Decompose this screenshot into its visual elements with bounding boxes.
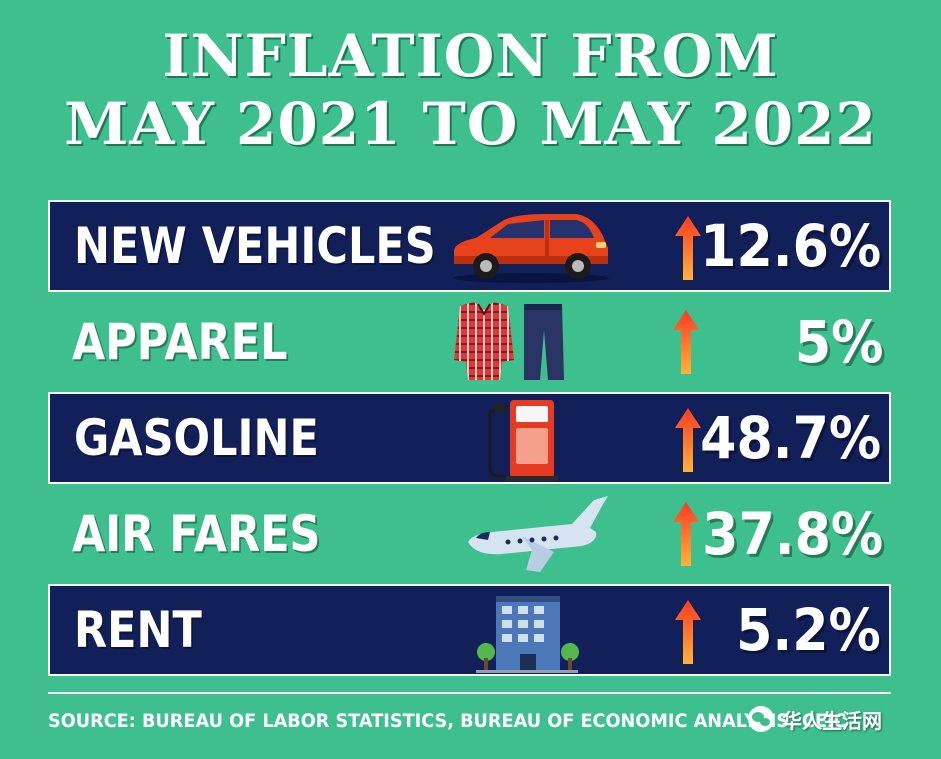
row-label: NEW VEHICLES <box>74 217 436 275</box>
row-label: GASOLINE <box>74 409 319 467</box>
row-rent: RENT 5.2% <box>48 584 891 676</box>
row-label: APPAREL <box>72 313 288 371</box>
row-value: 5.2% <box>736 596 881 664</box>
row-gasoline: GASOLINE 48.7% <box>48 392 891 484</box>
row-label: RENT <box>74 601 202 659</box>
source-text: SOURCE: BUREAU OF LABOR STATISTICS, BURE… <box>48 710 848 732</box>
title-line-2: MAY 2021 TO MAY 2022 <box>64 90 877 158</box>
up-arrow-icon <box>673 502 699 566</box>
row-label: AIR FARES <box>72 505 321 563</box>
row-new-vehicles: NEW VEHICLES 12.6% <box>48 200 891 292</box>
building-icon <box>476 596 579 673</box>
up-arrow-icon <box>673 310 699 374</box>
up-arrow-icon <box>675 216 701 280</box>
airplane-icon <box>468 496 608 572</box>
row-apparel: APPAREL 5% <box>48 296 891 388</box>
up-arrow-icon <box>675 600 701 664</box>
row-value: 37.8% <box>701 500 883 568</box>
watermark-text: 华人生活网 <box>782 708 882 733</box>
row-air-fares: AIR FARES 37.8% <box>48 488 891 580</box>
row-value: 48.7% <box>699 404 881 472</box>
footer-divider <box>48 692 891 694</box>
row-value: 12.6% <box>699 212 881 280</box>
gas-pump-icon <box>488 400 558 481</box>
chart-title: INFLATION FROM MAY 2021 TO MAY 2022 <box>0 22 941 158</box>
row-value: 5% <box>794 308 883 376</box>
watermark: 华人生活网 <box>748 702 882 736</box>
up-arrow-icon <box>675 408 701 472</box>
car-icon <box>453 214 609 283</box>
apparel-icon <box>454 302 564 380</box>
title-line-1: INFLATION FROM <box>162 22 779 90</box>
wechat-logo-icon <box>748 706 774 732</box>
